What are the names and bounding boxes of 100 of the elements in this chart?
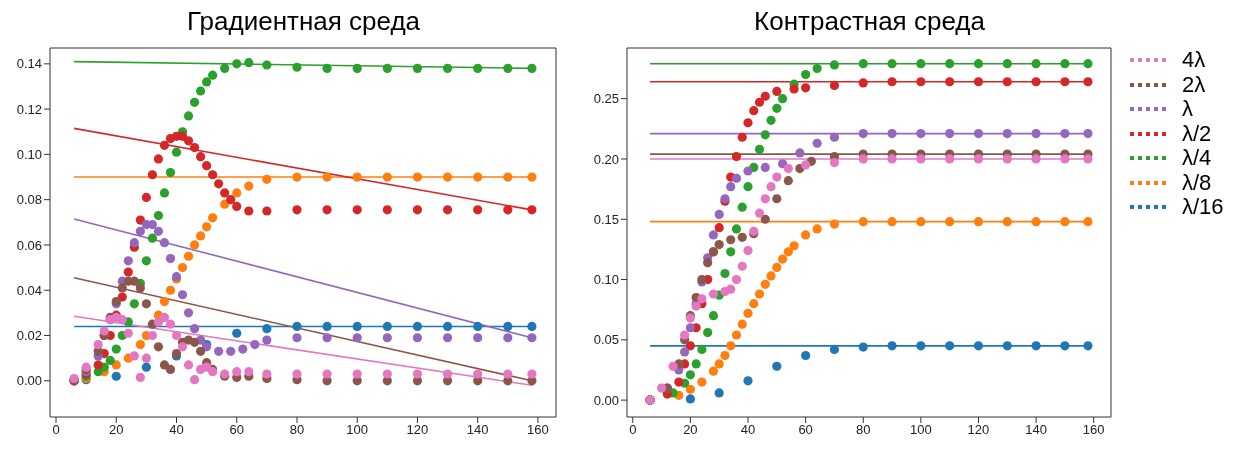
point (916, 59, 926, 69)
point (760, 194, 770, 204)
point (442, 172, 453, 182)
point (829, 80, 840, 90)
point (1002, 341, 1012, 351)
point (737, 132, 747, 142)
point (442, 205, 453, 215)
point (1083, 59, 1093, 69)
point (973, 129, 984, 139)
point (685, 341, 695, 351)
point (183, 308, 194, 318)
point (708, 289, 719, 299)
x-tick-label: 40 (169, 422, 184, 438)
point (183, 136, 194, 146)
point (743, 245, 753, 256)
point (141, 192, 151, 203)
legend-label: λ/16 (1182, 194, 1224, 221)
point (153, 210, 164, 221)
point (887, 77, 897, 87)
point (442, 321, 453, 332)
point (1031, 154, 1041, 164)
x-tick-label: 80 (289, 422, 305, 438)
point (183, 360, 194, 370)
point (171, 330, 182, 341)
point (726, 247, 736, 257)
point (731, 224, 742, 234)
point (262, 206, 272, 216)
y-tick-label: 0.02 (16, 328, 42, 344)
point (680, 347, 690, 357)
point (262, 174, 272, 184)
x-tick-label: 20 (683, 422, 698, 438)
point (262, 369, 272, 379)
point (352, 172, 362, 182)
x-tick-label: 160 (527, 422, 549, 438)
point (153, 342, 164, 352)
point (731, 151, 742, 162)
point (731, 330, 742, 340)
point (801, 350, 811, 361)
point (220, 63, 230, 73)
point (412, 205, 423, 215)
y-tick-label: 0.15 (593, 211, 619, 227)
point (473, 205, 483, 215)
point (1060, 217, 1070, 227)
y-tick-label: 0.06 (16, 237, 42, 253)
point (189, 97, 200, 107)
point (189, 375, 200, 385)
point (412, 63, 423, 73)
point (202, 161, 212, 171)
point (99, 326, 109, 336)
point (945, 217, 955, 227)
point (473, 369, 483, 379)
point (322, 205, 332, 215)
point (292, 369, 302, 379)
legend-label: 4λ (1182, 47, 1206, 74)
point (159, 312, 170, 322)
point (829, 344, 840, 355)
point (123, 256, 133, 266)
point (668, 361, 678, 371)
point (772, 361, 782, 371)
point (795, 148, 805, 158)
point (685, 323, 695, 333)
point (382, 321, 392, 332)
point (208, 70, 218, 80)
point (183, 111, 194, 121)
chart-title: Градиентная среда (185, 6, 422, 37)
point (135, 226, 145, 236)
point (165, 319, 176, 329)
point (887, 217, 897, 227)
point (720, 350, 730, 361)
point (777, 254, 788, 264)
point (1002, 77, 1012, 87)
point (141, 353, 151, 363)
point (760, 214, 770, 224)
point (973, 77, 984, 87)
point (1002, 59, 1012, 69)
point (226, 195, 236, 205)
point (726, 341, 736, 351)
point (916, 341, 926, 351)
point (731, 173, 742, 183)
point (685, 370, 695, 380)
point (1031, 217, 1041, 227)
point (703, 327, 713, 338)
point (720, 268, 730, 279)
point (352, 369, 362, 379)
point (412, 172, 423, 182)
point (760, 162, 770, 172)
point (737, 261, 747, 271)
point (141, 299, 151, 309)
point (737, 232, 747, 242)
point (760, 91, 770, 101)
point (674, 377, 684, 387)
point (93, 339, 103, 350)
y-tick-label: 0.05 (593, 332, 619, 348)
point (183, 251, 194, 261)
point (1060, 341, 1070, 351)
point (153, 226, 164, 236)
point (382, 172, 392, 182)
point (238, 344, 248, 354)
point (503, 321, 513, 332)
point (708, 366, 719, 376)
